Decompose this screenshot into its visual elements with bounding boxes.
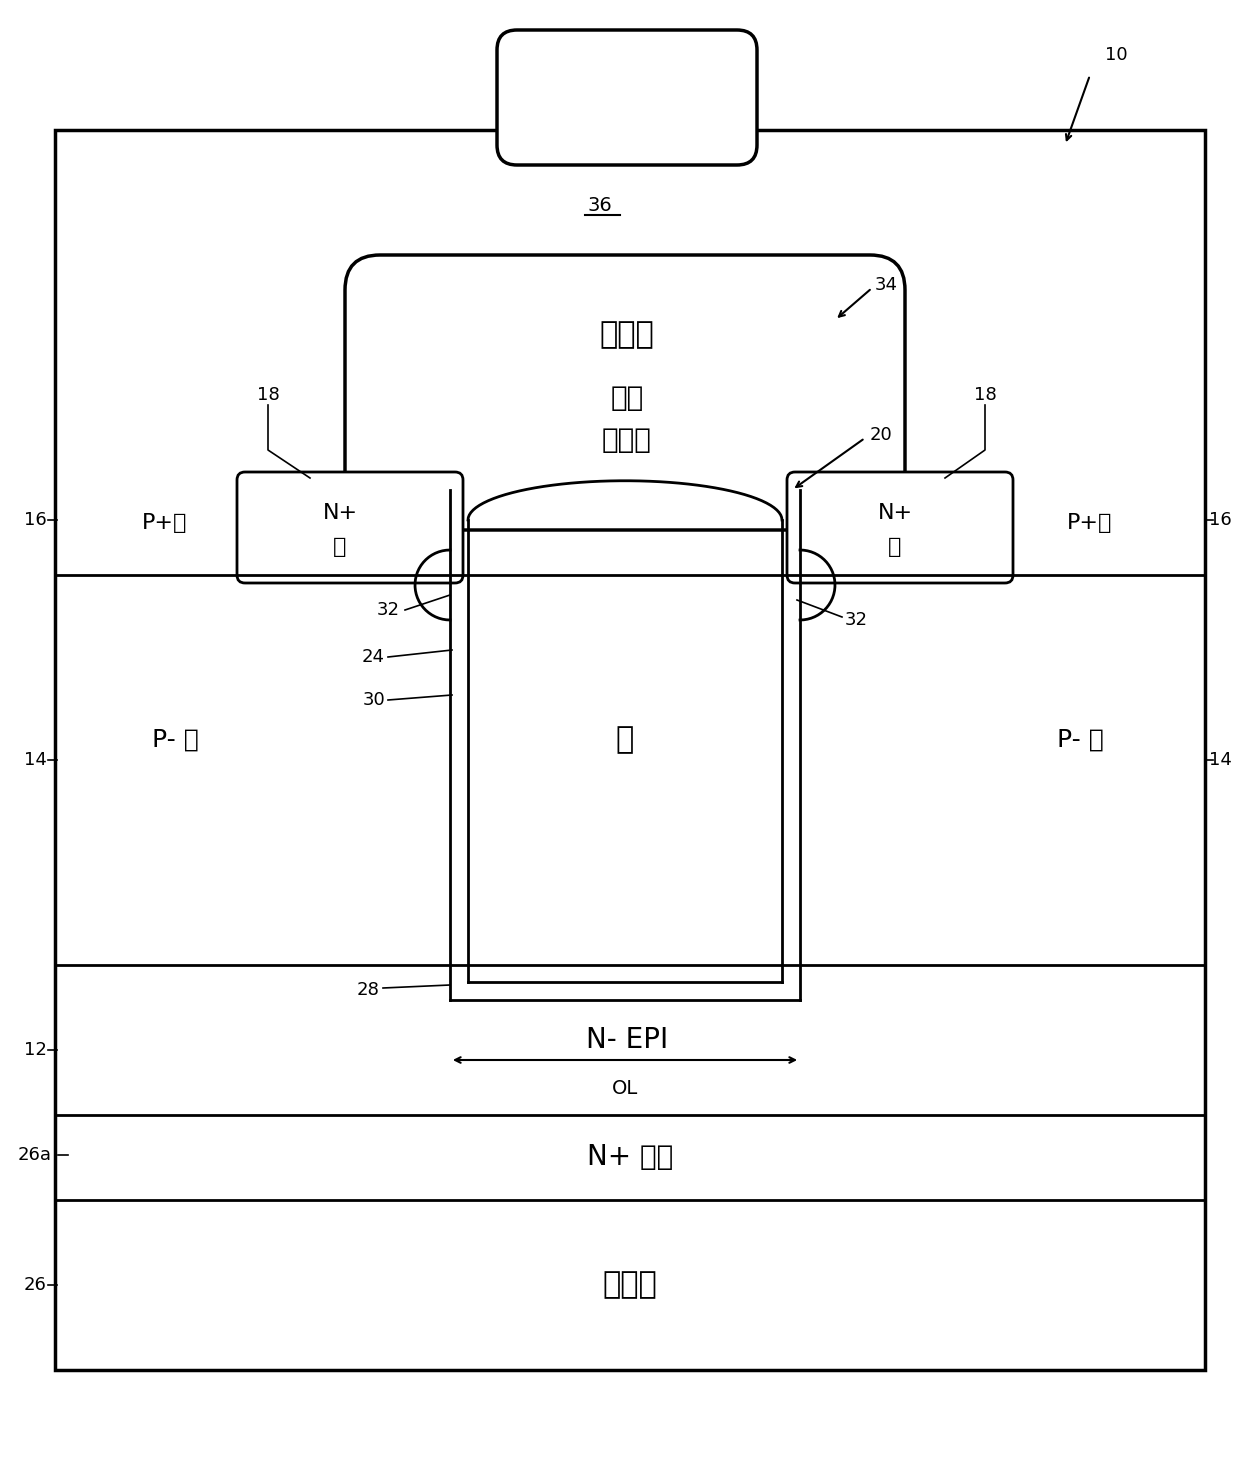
FancyBboxPatch shape bbox=[787, 472, 1013, 584]
Text: N- EPI: N- EPI bbox=[586, 1026, 668, 1054]
Text: 源: 源 bbox=[334, 537, 346, 557]
Text: 栅: 栅 bbox=[616, 726, 634, 754]
Text: 28: 28 bbox=[358, 980, 380, 1000]
Text: 26a: 26a bbox=[18, 1147, 51, 1164]
Text: N+ 基片: N+ 基片 bbox=[587, 1144, 673, 1172]
FancyBboxPatch shape bbox=[237, 472, 463, 584]
Text: 32: 32 bbox=[376, 601, 400, 619]
Text: 18: 18 bbox=[256, 387, 280, 404]
Text: P+体: P+体 bbox=[142, 513, 188, 534]
Text: 24: 24 bbox=[361, 648, 385, 666]
Text: 20: 20 bbox=[870, 426, 892, 444]
Text: P- 阱: P- 阱 bbox=[1057, 728, 1103, 753]
Text: 34: 34 bbox=[875, 276, 899, 294]
FancyBboxPatch shape bbox=[497, 29, 757, 165]
Text: N+: N+ bbox=[877, 503, 912, 523]
Text: 14: 14 bbox=[24, 751, 46, 769]
Text: 18: 18 bbox=[974, 387, 996, 404]
Text: 中间: 中间 bbox=[610, 384, 644, 412]
Text: 源: 源 bbox=[889, 537, 901, 557]
Text: P+体: P+体 bbox=[1067, 513, 1113, 534]
Text: 32: 32 bbox=[845, 612, 868, 629]
Text: 漏金属: 漏金属 bbox=[602, 1270, 658, 1299]
Bar bbox=[55, 129, 1205, 1370]
Text: 16: 16 bbox=[24, 512, 46, 529]
Text: 源金属: 源金属 bbox=[600, 320, 654, 350]
Text: 36: 36 bbox=[587, 196, 612, 215]
Text: OL: OL bbox=[612, 1079, 638, 1098]
FancyBboxPatch shape bbox=[345, 254, 905, 531]
Text: 10: 10 bbox=[1104, 46, 1128, 65]
Text: 16: 16 bbox=[1209, 512, 1231, 529]
Text: 26: 26 bbox=[24, 1276, 46, 1294]
Text: P- 阱: P- 阱 bbox=[152, 728, 198, 753]
Text: 14: 14 bbox=[1209, 751, 1231, 769]
Text: 30: 30 bbox=[363, 691, 385, 709]
Text: N+: N+ bbox=[323, 503, 358, 523]
Text: 12: 12 bbox=[24, 1041, 46, 1058]
Text: 电介质: 电介质 bbox=[602, 426, 651, 454]
